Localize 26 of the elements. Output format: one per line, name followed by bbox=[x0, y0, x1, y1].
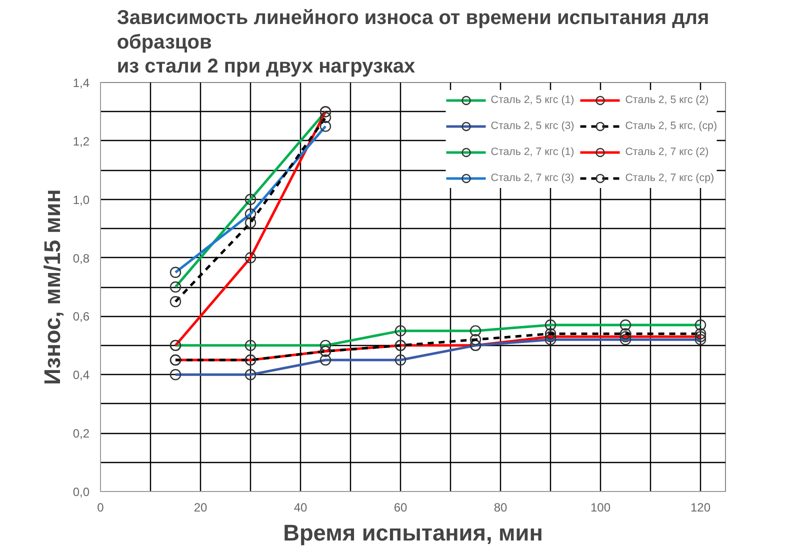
x-tick-label: 0 bbox=[97, 500, 104, 514]
x-tick-label: 60 bbox=[394, 500, 408, 514]
y-tick-label: 1,2 bbox=[72, 134, 90, 148]
x-tick-label: 120 bbox=[690, 500, 711, 514]
chart-title: Зависимость линейного износа от времени испытания для образцов из стали 2 при двух нагрузках bbox=[116, 7, 710, 78]
x-axis-title: Время испытания, мин bbox=[283, 520, 543, 546]
y-tick-label: 0,0 bbox=[72, 485, 90, 499]
y-tick-label: 0,6 bbox=[72, 310, 90, 324]
y-tick-label: 1,0 bbox=[72, 192, 90, 207]
legend-label: Сталь 2, 7 кгс (2) bbox=[625, 145, 709, 160]
x-tick-label: 20 bbox=[194, 500, 208, 514]
y-tick-label: 0,2 bbox=[72, 426, 90, 441]
y-axis-title: Износ, мм/15 мин bbox=[38, 189, 65, 385]
legend-label: Сталь 2, 7 кгс (ср) bbox=[625, 171, 714, 186]
y-tick-label: 0,4 bbox=[72, 368, 90, 382]
y-tick-label: 0,8 bbox=[72, 251, 90, 266]
legend-label: Сталь 2, 5 кгс, (ср) bbox=[625, 119, 717, 134]
x-tick-label: 100 bbox=[590, 500, 611, 514]
legend-label: Сталь 2, 7 кгс (1) bbox=[490, 145, 574, 160]
legend-label: Сталь 2, 7 кгс (3) bbox=[490, 171, 574, 186]
x-tick-label: 80 bbox=[494, 500, 508, 514]
legend-label: Сталь 2, 5 кгс (1) bbox=[490, 93, 574, 108]
legend-label: Сталь 2, 5 кгс (3) bbox=[490, 119, 574, 134]
x-tick-label: 40 bbox=[294, 500, 308, 514]
legend-label: Сталь 2, 5 кгс (2) bbox=[625, 93, 709, 108]
y-tick-label: 1,4 bbox=[72, 76, 90, 90]
